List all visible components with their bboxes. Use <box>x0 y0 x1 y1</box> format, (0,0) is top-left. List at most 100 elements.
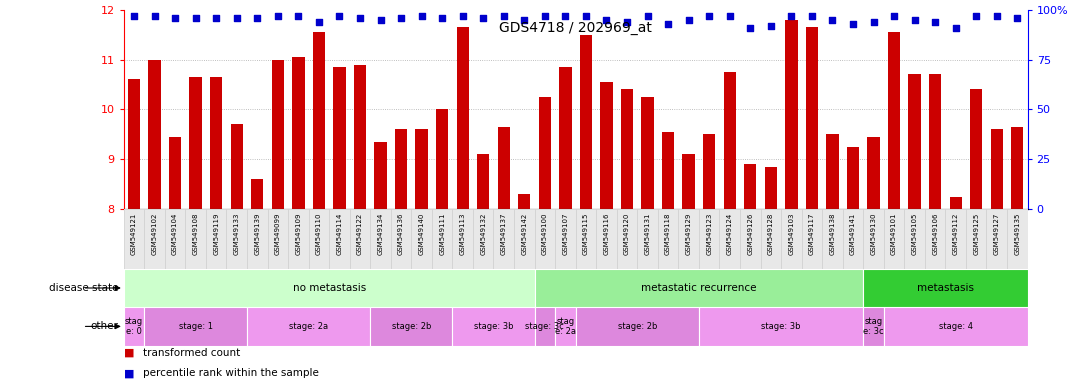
Text: GSM549118: GSM549118 <box>665 212 671 255</box>
Text: GSM549140: GSM549140 <box>419 212 425 255</box>
Bar <box>703 134 716 209</box>
Bar <box>596 209 617 269</box>
Bar <box>124 269 535 307</box>
Point <box>578 13 595 19</box>
Bar <box>580 35 592 209</box>
Point <box>824 17 841 23</box>
Point <box>249 15 266 21</box>
Bar <box>888 32 901 209</box>
Point <box>762 23 779 29</box>
Point <box>886 13 903 19</box>
Bar <box>395 129 407 209</box>
Text: stage: 2b: stage: 2b <box>618 322 657 331</box>
Point <box>947 25 964 31</box>
Bar <box>971 89 982 209</box>
Bar <box>391 209 411 269</box>
Text: stage: 2b: stage: 2b <box>392 322 431 331</box>
Bar <box>560 67 571 209</box>
Bar <box>966 209 987 269</box>
Bar <box>329 209 350 269</box>
Point <box>310 18 327 25</box>
Bar <box>519 194 530 209</box>
Bar <box>637 209 657 269</box>
Bar <box>745 164 756 209</box>
Bar <box>699 307 863 346</box>
Point <box>660 20 677 26</box>
Bar <box>230 124 243 209</box>
Text: GSM549119: GSM549119 <box>213 212 220 255</box>
Point <box>434 15 451 21</box>
Bar <box>761 209 781 269</box>
Bar <box>555 307 576 346</box>
Text: GSM549139: GSM549139 <box>254 212 260 255</box>
Bar <box>514 209 535 269</box>
Text: GSM549127: GSM549127 <box>994 212 1000 255</box>
Text: GSM549112: GSM549112 <box>952 212 959 255</box>
Point <box>1008 15 1025 21</box>
Text: GSM549111: GSM549111 <box>439 212 445 255</box>
Bar <box>477 154 490 209</box>
Bar <box>682 154 695 209</box>
Bar <box>293 57 305 209</box>
Text: GSM549128: GSM549128 <box>768 212 774 255</box>
Bar <box>124 307 144 346</box>
Bar <box>334 67 345 209</box>
Point <box>700 13 718 19</box>
Point <box>454 13 471 19</box>
Bar <box>908 74 921 209</box>
Bar <box>740 209 761 269</box>
Text: GSM549117: GSM549117 <box>809 212 815 255</box>
Text: GSM549114: GSM549114 <box>337 212 342 255</box>
Point <box>167 15 184 21</box>
Point <box>495 13 512 19</box>
Bar <box>843 209 863 269</box>
Bar <box>802 209 822 269</box>
Bar <box>946 209 966 269</box>
Text: GSM549136: GSM549136 <box>398 212 405 255</box>
Text: GSM549129: GSM549129 <box>685 212 692 255</box>
Bar <box>987 209 1007 269</box>
Text: GSM549116: GSM549116 <box>604 212 609 255</box>
Text: GSM549106: GSM549106 <box>932 212 938 255</box>
Text: stage: 3b: stage: 3b <box>762 322 801 331</box>
Bar <box>617 209 637 269</box>
Bar <box>991 129 1003 209</box>
Point <box>413 13 430 19</box>
Bar <box>847 147 859 209</box>
Bar <box>436 109 449 209</box>
Bar <box>806 27 818 209</box>
Point <box>330 13 348 19</box>
Text: GSM549122: GSM549122 <box>357 212 363 255</box>
Text: GSM549100: GSM549100 <box>542 212 548 255</box>
Point <box>782 13 799 19</box>
Bar <box>863 209 883 269</box>
Bar <box>354 65 366 209</box>
Bar <box>863 307 883 346</box>
Point <box>269 13 286 19</box>
Text: GSM549130: GSM549130 <box>870 212 877 255</box>
Text: ■: ■ <box>124 368 134 378</box>
Text: GSM549134: GSM549134 <box>378 212 383 255</box>
Point <box>639 13 656 19</box>
Text: ■: ■ <box>124 348 134 358</box>
Text: stage: 4: stage: 4 <box>938 322 973 331</box>
Bar <box>535 307 555 346</box>
Bar <box>1011 127 1023 209</box>
Point <box>372 17 390 23</box>
Bar <box>904 209 925 269</box>
Text: GSM549120: GSM549120 <box>624 212 631 255</box>
Point <box>988 13 1005 19</box>
Point <box>865 18 882 25</box>
Bar <box>826 134 838 209</box>
Text: GSM549121: GSM549121 <box>131 212 137 255</box>
Bar <box>539 97 551 209</box>
Text: GSM549115: GSM549115 <box>583 212 589 255</box>
Bar <box>415 129 428 209</box>
Text: GSM549142: GSM549142 <box>521 212 527 255</box>
Bar <box>678 209 699 269</box>
Point <box>146 13 164 19</box>
Text: GSM549105: GSM549105 <box>911 212 918 255</box>
Text: disease state: disease state <box>48 283 118 293</box>
Bar <box>185 209 206 269</box>
Text: GSM549113: GSM549113 <box>459 212 466 255</box>
